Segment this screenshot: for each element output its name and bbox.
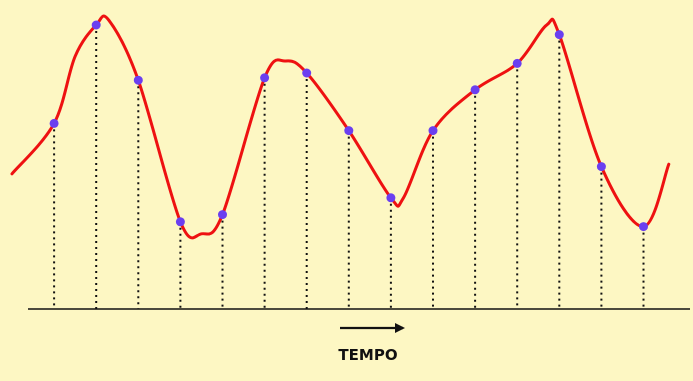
sample-point — [512, 58, 522, 68]
sample-point — [386, 193, 396, 203]
sample-point — [639, 222, 648, 232]
sample-point — [596, 162, 606, 172]
sample-point — [260, 73, 270, 83]
sample-point — [302, 68, 312, 78]
sample-point — [133, 75, 143, 85]
sample-points — [49, 20, 648, 232]
sample-point — [470, 85, 480, 95]
sample-point — [49, 118, 59, 128]
sample-point — [554, 30, 564, 40]
sample-point — [175, 217, 185, 227]
sample-point — [344, 126, 354, 136]
sample-point — [91, 20, 101, 30]
axis-label-tempo: TEMPO — [338, 346, 397, 364]
sample-point — [428, 126, 438, 136]
sample-lines — [53, 25, 645, 309]
sample-point — [218, 210, 227, 220]
